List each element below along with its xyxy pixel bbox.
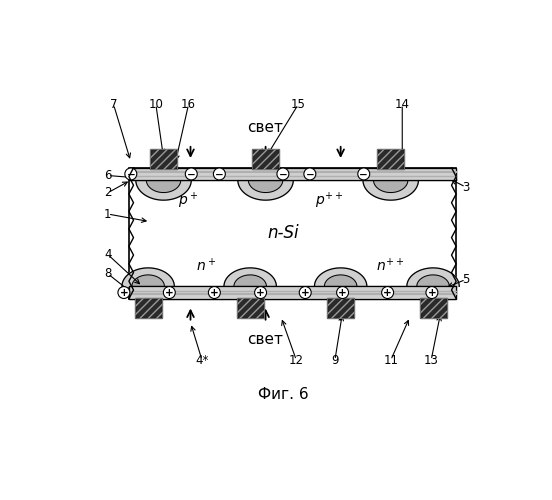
Text: +: + [256, 288, 265, 298]
Text: +: + [210, 288, 219, 298]
Text: $n^+$: $n^+$ [196, 258, 216, 274]
Polygon shape [417, 275, 449, 286]
Circle shape [214, 168, 225, 180]
Circle shape [337, 286, 348, 298]
Circle shape [163, 286, 176, 298]
Bar [327, 298, 354, 318]
Bar [129, 286, 456, 298]
Polygon shape [363, 180, 418, 200]
Text: свет: свет [248, 332, 284, 346]
Text: −: − [305, 170, 314, 179]
Polygon shape [325, 275, 357, 286]
Bar [252, 149, 279, 169]
Bar [252, 149, 279, 169]
Text: $p^{++}$: $p^{++}$ [315, 190, 343, 210]
Bar [420, 298, 447, 318]
Text: 13: 13 [424, 354, 438, 367]
Polygon shape [132, 275, 164, 286]
Bar [237, 298, 264, 318]
Text: 4*: 4* [195, 354, 209, 367]
Text: 7: 7 [110, 98, 117, 111]
Text: 11: 11 [383, 354, 398, 367]
Bar [420, 298, 447, 318]
Circle shape [277, 168, 289, 180]
Text: $n^{++}$: $n^{++}$ [376, 258, 405, 274]
Text: 2: 2 [104, 186, 112, 200]
Polygon shape [122, 268, 174, 286]
Circle shape [381, 286, 394, 298]
Text: свет: свет [248, 120, 284, 135]
Text: 14: 14 [395, 98, 410, 111]
Text: 16: 16 [181, 98, 196, 111]
Circle shape [185, 168, 197, 180]
Bar [129, 168, 456, 180]
Text: 5: 5 [462, 273, 469, 286]
Text: 12: 12 [289, 354, 304, 367]
Circle shape [118, 286, 130, 298]
Text: +: + [427, 288, 436, 298]
Polygon shape [146, 180, 181, 192]
Text: $p^+$: $p^+$ [178, 190, 199, 210]
Circle shape [304, 168, 316, 180]
Bar [129, 168, 456, 180]
Polygon shape [374, 180, 408, 192]
Bar [377, 149, 404, 169]
Text: −: − [359, 170, 368, 179]
Text: 3: 3 [462, 180, 469, 194]
Bar [135, 298, 162, 318]
Text: n-Si: n-Si [267, 224, 299, 242]
Text: +: + [301, 288, 310, 298]
Text: 4: 4 [104, 248, 112, 261]
Text: 8: 8 [104, 267, 112, 280]
Bar [327, 298, 354, 318]
Circle shape [209, 286, 220, 298]
Text: +: + [383, 288, 392, 298]
Circle shape [426, 286, 438, 298]
Polygon shape [224, 268, 277, 286]
Bar [150, 149, 177, 169]
Bar [237, 298, 264, 318]
Polygon shape [238, 180, 293, 200]
Text: 1: 1 [104, 208, 112, 220]
Polygon shape [136, 180, 192, 200]
Text: 15: 15 [291, 98, 306, 111]
Bar [129, 168, 456, 298]
Circle shape [254, 286, 267, 298]
Text: +: + [165, 288, 174, 298]
Text: −: − [126, 170, 135, 179]
Circle shape [358, 168, 370, 180]
Text: +: + [120, 288, 128, 298]
Bar [150, 149, 177, 169]
Bar [129, 286, 456, 298]
Text: −: − [215, 170, 224, 179]
Polygon shape [315, 268, 367, 286]
Text: −: − [187, 170, 195, 179]
Polygon shape [407, 268, 459, 286]
Text: 10: 10 [148, 98, 163, 111]
Bar [377, 149, 404, 169]
Text: Фиг. 6: Фиг. 6 [258, 388, 308, 402]
Circle shape [125, 168, 137, 180]
Polygon shape [248, 180, 283, 192]
Text: −: − [279, 170, 287, 179]
Text: 6: 6 [104, 169, 112, 182]
Text: +: + [338, 288, 347, 298]
Circle shape [299, 286, 311, 298]
Text: 9: 9 [331, 354, 338, 367]
Polygon shape [234, 275, 267, 286]
Bar [135, 298, 162, 318]
